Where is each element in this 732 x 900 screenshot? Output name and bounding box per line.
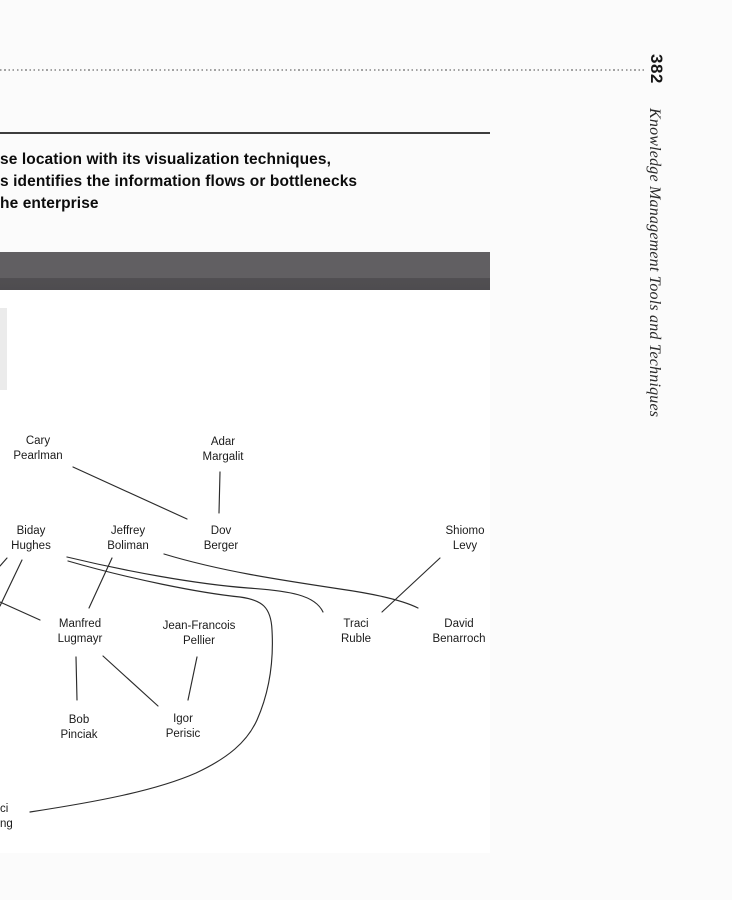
- person-node-manfred-lugmayr: Manfred Lugmayr: [58, 617, 103, 647]
- person-node-label: Igor: [173, 713, 193, 725]
- person-node-label: Manfred: [58, 618, 102, 630]
- edge-boliman-lugmayr: [88, 557, 113, 609]
- network-edges: [0, 466, 441, 813]
- person-node-label: Ruble: [340, 633, 372, 645]
- person-node-cary-pearlman: Cary Pearlman: [13, 434, 62, 464]
- person-node-label: Perisic: [165, 728, 201, 740]
- person-node-label: Boliman: [107, 540, 149, 552]
- person-node-label: Pellier: [183, 635, 215, 647]
- caption-line-3: he enterprise: [0, 195, 99, 212]
- person-node-adar-margalit: Adar Margalit: [203, 435, 244, 465]
- person-node-label: Biday: [16, 525, 46, 537]
- caption-line-1: se location with its visualization techn…: [0, 151, 332, 168]
- person-node-david-benarroch: David Benarroch: [432, 617, 485, 647]
- edge-west-lugmayr: [0, 601, 41, 621]
- person-node-traci-ruble: Traci Ruble: [341, 617, 371, 647]
- header-dotted-rule: [0, 69, 646, 71]
- edge-pellier-perisic: [187, 656, 198, 701]
- person-node-jeffrey-boliman: Jeffrey Boliman: [107, 524, 149, 554]
- person-node-label: Hughes: [11, 540, 51, 552]
- person-node-clipped-name: ci ng: [0, 802, 13, 832]
- person-node-label: Berger: [203, 540, 239, 552]
- caption-line-2: s identifies the information flows or bo…: [0, 173, 358, 190]
- person-node-label: Pearlman: [13, 450, 63, 462]
- person-node-label: Margalit: [202, 451, 244, 463]
- caption-top-rule: [0, 132, 490, 134]
- edge-lugmayr-pinciak: [75, 656, 78, 701]
- edge-hughes-west: [0, 559, 23, 607]
- person-node-label: Traci: [343, 618, 369, 630]
- person-node-label: David: [444, 618, 474, 630]
- person-node-label: Dov: [210, 525, 232, 537]
- person-node-label: Levy: [452, 540, 478, 552]
- person-node-label: ci: [0, 803, 9, 815]
- edge-pearlman-berger: [72, 466, 188, 520]
- person-node-label: Adar: [210, 436, 236, 448]
- person-node-label: Lugmayr: [57, 633, 103, 645]
- window-edge-remnant: [0, 308, 7, 390]
- person-node-igor-perisic: Igor Perisic: [166, 712, 201, 742]
- person-node-label: ng: [0, 818, 13, 830]
- edge-lugmayr-perisic: [102, 655, 159, 707]
- running-head-title: Knowledge Management Tools and Technique…: [646, 108, 663, 418]
- person-node-bob-pinciak: Bob Pinciak: [60, 713, 97, 743]
- person-node-label: Cary: [25, 435, 51, 447]
- screenshot-title-bar: [0, 252, 490, 291]
- person-node-biday-hughes: Biday Hughes: [11, 524, 51, 554]
- page-number: 382: [647, 54, 666, 84]
- person-node-label: Benarroch: [432, 633, 486, 645]
- edge-hughes-ruble: [66, 556, 324, 613]
- edge-margalit-berger: [218, 471, 221, 514]
- edge-hughes-clipped-name: [29, 560, 273, 813]
- person-node-label: Shiomo: [445, 525, 485, 537]
- person-node-jean-francois-pellier: Jean-Francois Pellier: [163, 619, 236, 649]
- person-node-label: Pinciak: [60, 729, 98, 741]
- edge-hughes-west-upper: [0, 557, 8, 567]
- edge-levy-ruble: [381, 557, 441, 613]
- person-node-dov-berger: Dov Berger: [204, 524, 239, 554]
- person-node-shiomo-levy: Shiomo Levy: [446, 524, 485, 554]
- edge-berger-benarroch: [163, 553, 419, 609]
- person-node-label: Bob: [68, 714, 90, 726]
- person-node-label: Jeffrey: [110, 525, 146, 537]
- social-network-diagram: Cary Pearlman Adar Margalit Biday Hughes Jeffr…: [0, 290, 490, 853]
- person-node-label: Jean-Francois: [162, 620, 236, 632]
- figure-caption: se location with its visualization techn…: [0, 149, 500, 215]
